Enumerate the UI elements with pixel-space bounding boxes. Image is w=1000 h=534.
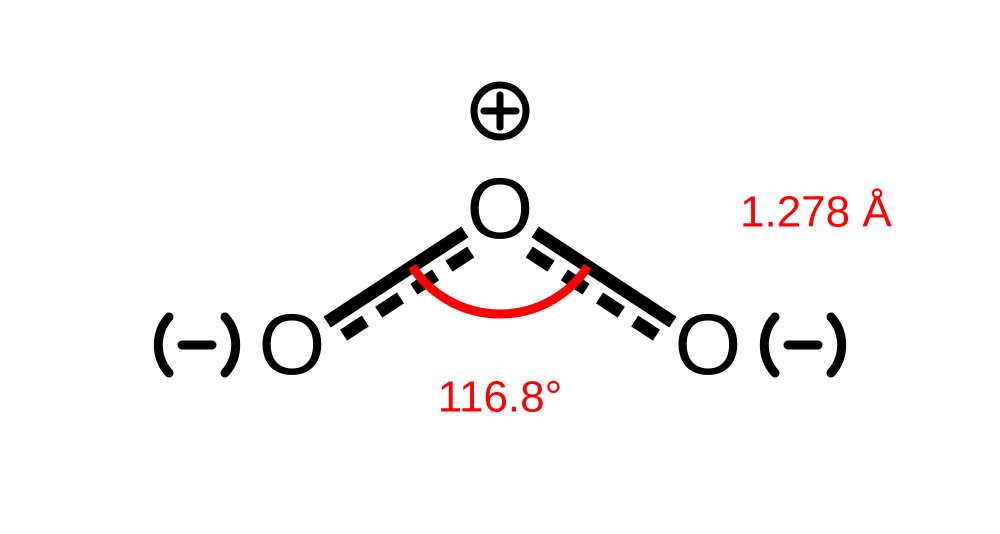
charge-paren-right [225,317,236,373]
ozone-structure-diagram: O O O 1.278 Å 116.8° [0,0,1000,534]
atoms-group: O O O [259,161,742,393]
atom-center: O [467,161,534,257]
charge-paren-left [764,317,775,373]
bond-length-label: 1.278 Å [740,188,892,237]
charge-paren-left [158,317,169,373]
atom-left: O [259,297,326,393]
charge-paren-right [831,317,842,373]
angle-arc [412,266,588,314]
bond-angle-label: 116.8° [438,373,562,422]
bond-angle-arc [412,266,588,314]
atom-right: O [675,297,742,393]
